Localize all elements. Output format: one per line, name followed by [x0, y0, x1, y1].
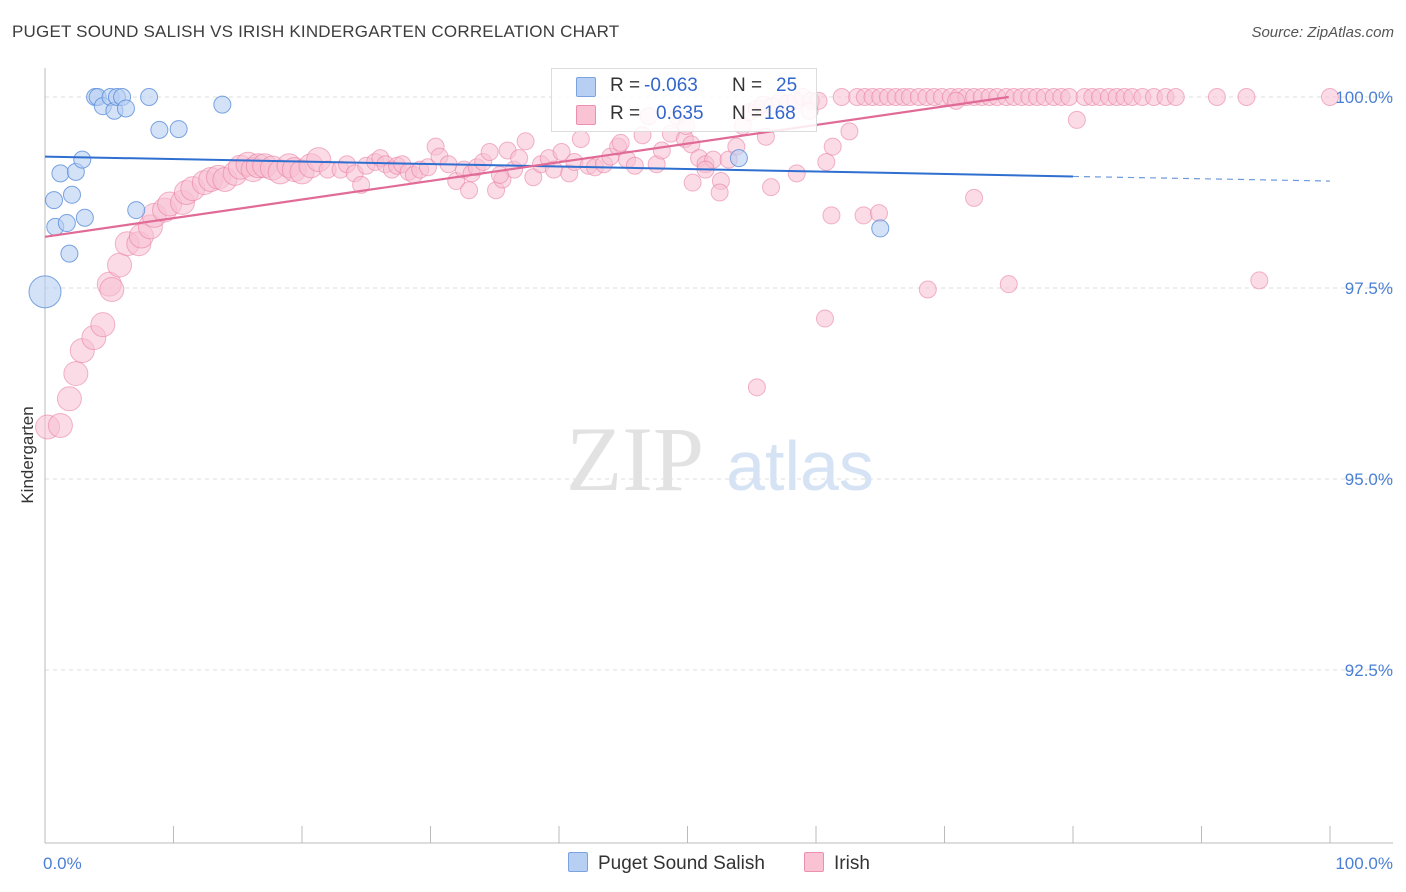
salish-point — [73, 150, 92, 169]
irish-trend-line — [44, 95, 1009, 238]
watermark-zip: ZIP — [566, 408, 704, 510]
irish-point — [787, 164, 806, 183]
salish-point — [75, 208, 94, 227]
legend-r-label: R = — [610, 103, 641, 124]
stats-legend: R = -0.063 N = 25 R = 0.635 N = 168 — [551, 68, 817, 132]
irish-point — [817, 152, 836, 171]
salish-point — [729, 149, 748, 168]
irish-point — [710, 183, 729, 202]
irish-point — [90, 312, 116, 338]
y-tick-label: 100.0% — [1335, 88, 1393, 107]
salish-point — [213, 95, 232, 114]
irish-point — [999, 275, 1018, 294]
salish-point — [62, 185, 81, 204]
bottom-legend-irish: Irish — [804, 852, 870, 875]
irish-point — [683, 173, 702, 192]
salish-point — [44, 191, 63, 210]
salish-point — [140, 88, 159, 106]
irish-point — [1060, 88, 1079, 106]
irish-point — [747, 378, 766, 397]
irish-point — [63, 361, 89, 387]
irish-point — [1321, 88, 1339, 106]
irish-point — [832, 88, 851, 106]
bottom-swatch-salish — [568, 852, 588, 872]
legend-swatch-irish — [576, 105, 596, 125]
legend-row-irish: R = 0.635 N = 168 — [552, 100, 816, 128]
salish-point — [51, 164, 70, 183]
salish-trend-line — [44, 155, 1074, 178]
irish-point — [625, 156, 644, 175]
source-label: Source: ZipAtlas.com — [1251, 24, 1394, 41]
y-axis-label: Kindergarten — [18, 406, 37, 504]
irish-point — [840, 122, 859, 141]
bottom-legend-irish-label: Irish — [834, 853, 870, 874]
legend-n-value: 168 — [764, 103, 796, 124]
salish-point — [57, 214, 76, 233]
irish-point — [510, 149, 529, 168]
salish-point — [60, 244, 79, 263]
legend-n-label: N = — [732, 103, 763, 124]
legend-r-value: 0.635 — [656, 103, 704, 124]
legend-r-label: R = — [610, 75, 641, 96]
irish-point — [762, 178, 781, 197]
legend-n-value: 25 — [776, 75, 798, 96]
legend-swatch-salish — [576, 77, 596, 97]
irish-point — [854, 206, 873, 225]
salish-point — [127, 201, 146, 220]
irish-point — [918, 280, 937, 299]
irish-point — [480, 143, 499, 162]
irish-point — [1207, 88, 1226, 106]
irish-point — [652, 141, 671, 160]
y-tick-label: 95.0% — [1345, 470, 1393, 489]
irish-point — [107, 252, 133, 278]
x-tick-label-min: 0.0% — [43, 854, 82, 873]
trend-lines — [44, 95, 1331, 238]
irish-point — [947, 91, 966, 110]
irish-points — [35, 88, 1339, 440]
salish-point — [116, 99, 135, 118]
chart-title: PUGET SOUND SALISH VS IRISH KINDERGARTEN… — [12, 22, 620, 41]
salish-points — [28, 88, 890, 309]
irish-point — [552, 143, 571, 162]
bottom-swatch-irish — [804, 852, 824, 872]
y-tick-label: 92.5% — [1345, 661, 1393, 680]
x-tick-label-max: 100.0% — [1335, 854, 1393, 873]
irish-point — [571, 130, 590, 149]
irish-point — [460, 181, 479, 200]
legend-n-label: N = — [732, 75, 763, 96]
irish-point — [815, 309, 834, 328]
legend-r-value: -0.063 — [644, 75, 698, 96]
irish-point — [352, 175, 371, 194]
irish-point — [516, 132, 535, 151]
legend-row-salish: R = -0.063 N = 25 — [552, 72, 816, 100]
irish-point — [869, 204, 888, 223]
irish-point — [1166, 88, 1185, 106]
irish-point — [823, 137, 842, 156]
irish-point — [47, 413, 73, 439]
salish-point — [28, 275, 62, 309]
bottom-legend-salish-label: Puget Sound Salish — [598, 853, 765, 874]
axes — [44, 68, 1393, 844]
irish-point — [56, 386, 82, 412]
irish-point — [822, 206, 841, 225]
y-tick-label: 97.5% — [1345, 279, 1393, 298]
salish-point — [169, 120, 188, 139]
tick-labels: 92.5% 95.0% 97.5% 100.0% 0.0% 100.0% — [43, 88, 1393, 873]
irish-point — [965, 188, 984, 207]
irish-point — [611, 133, 630, 152]
bottom-legend-salish: Puget Sound Salish — [568, 852, 765, 875]
salish-point — [871, 219, 890, 238]
salish-trend-extension — [1072, 175, 1331, 182]
irish-point — [1237, 88, 1256, 106]
irish-point — [1250, 271, 1269, 290]
watermark-atlas: atlas — [726, 427, 874, 505]
grid-lines — [45, 96, 1393, 671]
irish-point — [1067, 110, 1086, 129]
salish-point — [150, 120, 169, 139]
irish-point — [99, 277, 125, 303]
